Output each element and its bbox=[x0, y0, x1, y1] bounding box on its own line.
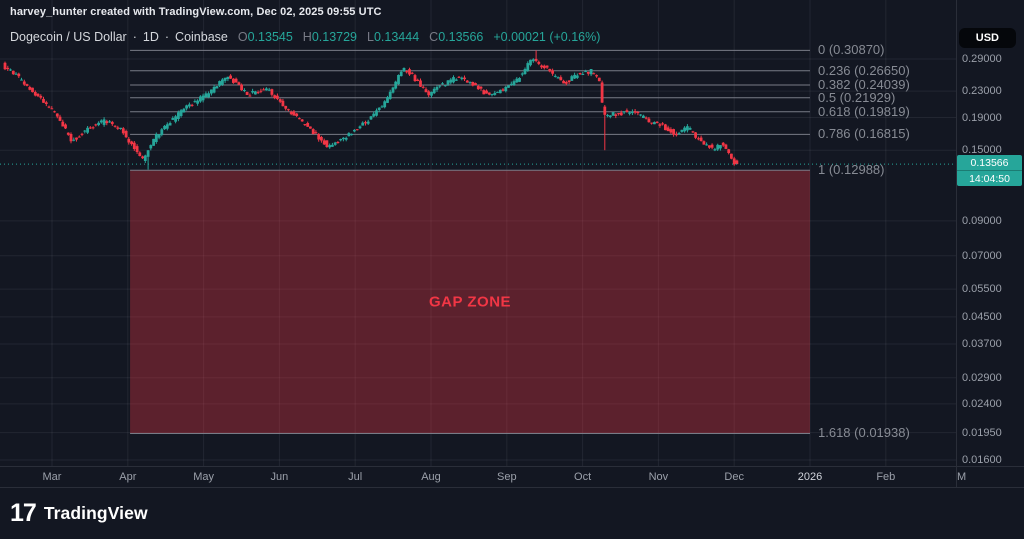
price-axis-label: 0.05500 bbox=[962, 283, 1002, 296]
bottom-bar-separator bbox=[0, 487, 1024, 488]
time-axis-label: Aug bbox=[421, 471, 441, 483]
price-axis-label: 0.15000 bbox=[962, 144, 1002, 157]
high-label: H bbox=[302, 30, 312, 44]
fib-level-label[interactable]: 0.5 (0.21929) bbox=[818, 89, 896, 105]
time-axis-label: M bbox=[957, 471, 967, 483]
time-axis[interactable]: Mar Apr May Jun Jul Aug Sep Oct Nov Dec 2026 Feb M bbox=[0, 466, 1024, 487]
fib-level-label[interactable]: 0.382 (0.24039) bbox=[818, 76, 910, 92]
fib-level-label[interactable]: 1.618 (0.01938) bbox=[818, 425, 910, 441]
close-label: C bbox=[429, 30, 439, 44]
price-axis-separator bbox=[956, 0, 957, 487]
price-axis-label: 0.02400 bbox=[962, 397, 1002, 410]
fib-level-label[interactable]: 1 (0.12988) bbox=[818, 162, 885, 178]
price-axis-label: 0.01950 bbox=[962, 426, 1002, 439]
time-axis-label: Oct bbox=[574, 471, 592, 483]
high-value: 0.13729 bbox=[311, 30, 358, 44]
price-axis-label: 0.03700 bbox=[962, 337, 1002, 350]
low-value: 0.13444 bbox=[373, 30, 420, 44]
open-label: O bbox=[237, 30, 248, 44]
fib-level-label[interactable]: 0.786 (0.16815) bbox=[818, 126, 910, 142]
time-axis-label: Feb bbox=[876, 471, 896, 483]
time-axis-label: May bbox=[193, 471, 214, 483]
time-axis-label: Apr bbox=[119, 471, 137, 483]
gap-zone-label: GAP ZONE bbox=[428, 293, 512, 311]
price-axis-label: 0.02900 bbox=[962, 371, 1002, 384]
close-value: 0.13566 bbox=[438, 30, 484, 44]
currency-button[interactable]: USD bbox=[958, 28, 1016, 48]
time-axis-label: Jul bbox=[348, 471, 363, 483]
time-axis-label: 2026 bbox=[797, 471, 823, 483]
tradingview-logo-icon: 17 bbox=[10, 498, 37, 527]
fib-level-label[interactable]: 0.618 (0.19819) bbox=[818, 103, 910, 119]
price-axis-label: 0.04500 bbox=[962, 310, 1002, 323]
legend-separator: · bbox=[132, 30, 137, 44]
legend-separator: · bbox=[164, 30, 170, 44]
fib-level-label[interactable]: 0.236 (0.26650) bbox=[818, 62, 910, 78]
price-axis-label: 0.29000 bbox=[962, 53, 1002, 65]
current-price-value: 0.13566 bbox=[957, 155, 1022, 171]
low-label: L bbox=[367, 30, 374, 44]
tradingview-logo[interactable]: 17 TradingView bbox=[10, 496, 148, 530]
time-axis-label: Sep bbox=[497, 471, 517, 483]
price-change: +0.00021 (+0.16%) bbox=[493, 30, 601, 44]
exchange-label: Coinbase bbox=[175, 30, 228, 44]
attribution-text: harvey_hunter created with TradingView.c… bbox=[10, 6, 382, 18]
open-value: 0.13545 bbox=[247, 30, 293, 44]
time-axis-label: Nov bbox=[648, 471, 669, 483]
price-axis-label: 0.07000 bbox=[962, 249, 1002, 262]
chart-legend[interactable]: Dogecoin / US Dollar · 1D · Coinbase O0.… bbox=[10, 30, 600, 44]
time-axis-label: Jun bbox=[270, 471, 289, 483]
time-axis-label: Mar bbox=[42, 471, 62, 483]
time-axis-label: Dec bbox=[724, 471, 744, 483]
bar-countdown: 14:04:50 bbox=[957, 170, 1022, 187]
interval-label: 1D bbox=[142, 30, 159, 44]
price-axis-label: 0.19000 bbox=[962, 111, 1002, 124]
price-axis[interactable]: 0.29000 0.23000 0.19000 0.15000 0.09000 0.070… bbox=[956, 0, 1024, 466]
price-axis-label: 0.23000 bbox=[962, 85, 1002, 98]
time-axis-separator bbox=[0, 466, 1024, 467]
symbol-name: Dogecoin / US Dollar bbox=[10, 30, 127, 44]
price-axis-label: 0.01600 bbox=[962, 453, 1002, 466]
tradingview-wordmark: TradingView bbox=[43, 502, 148, 523]
price-axis-label: 0.09000 bbox=[962, 214, 1002, 227]
current-price-badge: 0.13566 14:04:50 bbox=[957, 155, 1022, 187]
fib-level-label[interactable]: 0 (0.30870) bbox=[818, 42, 885, 58]
